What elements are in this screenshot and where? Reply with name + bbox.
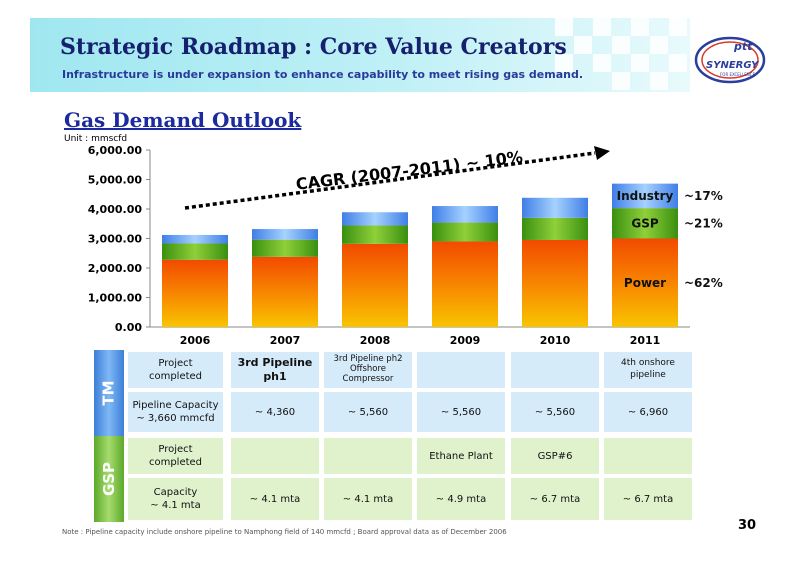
table-cell: Ethane Plant	[417, 438, 505, 474]
x-tick-label: 2007	[270, 334, 301, 347]
bar-power-2010	[522, 239, 588, 327]
bar-power-2006	[162, 259, 228, 327]
bar-gsp-2010	[522, 217, 588, 240]
table-cell: ~ 6,960	[604, 392, 692, 432]
group-tab-gsp: GSP	[94, 436, 124, 522]
svg-text:ptt: ptt	[733, 40, 753, 53]
bar-industry-2008	[342, 212, 408, 226]
bar-power-2007	[252, 256, 318, 327]
y-tick-label: 5,000.00	[88, 174, 143, 187]
table-cell	[324, 438, 412, 474]
x-tick-label: 2006	[180, 334, 211, 347]
table-cell: 4th onshore pipeline	[604, 352, 692, 388]
section-title: Gas Demand Outlook	[64, 108, 302, 132]
table-cell: ~ 5,560	[324, 392, 412, 432]
table-cell: ~ 4.1 mta	[231, 478, 319, 520]
bar-industry-2011	[612, 183, 678, 209]
table-cell: ~ 5,560	[511, 392, 599, 432]
bar-power-2011	[612, 238, 678, 327]
table-cell: ~ 4.9 mta	[417, 478, 505, 520]
page-number: 30	[738, 518, 757, 533]
y-tick-label: 4,000.00	[88, 203, 143, 216]
y-tick-label: 0.00	[115, 321, 142, 334]
x-tick-label: 2010	[540, 334, 571, 347]
table-cell	[604, 438, 692, 474]
bar-gsp-2006	[162, 243, 228, 260]
header-checker-pattern	[545, 18, 690, 92]
table-cell: ~ 4,360	[231, 392, 319, 432]
group-tab-tm: TM	[94, 350, 124, 436]
cagr-trend-arrow	[184, 151, 596, 210]
table-cell: ~ 6.7 mta	[604, 478, 692, 520]
table-cell: ~ 4.1 mta	[324, 478, 412, 520]
table-cell: 3rd Pipeline ph2 Offshore Compressor	[324, 352, 412, 388]
bar-gsp-2008	[342, 225, 408, 244]
row-label: Project completed	[128, 352, 223, 388]
bar-power-2008	[342, 243, 408, 327]
segment-label-gsp: GSP	[631, 216, 658, 230]
x-tick-label: 2008	[360, 334, 391, 347]
page-subtitle: Infrastructure is under expansion to enh…	[62, 68, 584, 81]
y-tick-label: 6,000.00	[88, 144, 143, 157]
row-label: Pipeline Capacity ~ 3,660 mmcfd	[128, 392, 223, 432]
table-cell	[417, 352, 505, 388]
row-label: Capacity ~ 4.1 mta	[128, 478, 223, 520]
y-tick-label: 1,000.00	[88, 292, 143, 305]
y-tick-label: 2,000.00	[88, 262, 143, 275]
table-cell: ~ 5,560	[417, 392, 505, 432]
group-tab-label: GSP	[100, 461, 119, 497]
unit-label: Unit : mmscfd	[64, 134, 128, 144]
group-tab-label: TM	[99, 380, 118, 406]
bar-gsp-2011	[612, 208, 678, 239]
bar-industry-2009	[432, 206, 498, 223]
ptt-synergy-logo: ptt SYNERGY FOR EXCELLENCE	[694, 36, 766, 84]
svg-text:FOR EXCELLENCE: FOR EXCELLENCE	[720, 72, 756, 77]
svg-text:SYNERGY: SYNERGY	[706, 60, 760, 71]
row-label: Project completed	[128, 438, 223, 474]
share-label-gsp: ~21%	[684, 216, 723, 230]
page-title: Strategic Roadmap : Core Value Creators	[60, 34, 567, 60]
cagr-label: CAGR (2007-2011) ~ 10%	[295, 147, 524, 194]
x-tick-label: 2009	[450, 334, 481, 347]
table-cell	[511, 352, 599, 388]
y-tick-label: 3,000.00	[88, 233, 143, 246]
share-label-power: ~62%	[684, 276, 723, 290]
table-cell: GSP#6	[511, 438, 599, 474]
table-cell: 3rd Pipeline ph1	[231, 352, 319, 388]
bar-gsp-2009	[432, 222, 498, 242]
segment-label-power: Power	[624, 276, 666, 290]
table-cell	[231, 438, 319, 474]
header-banner	[30, 18, 690, 92]
segment-label-industry: Industry	[617, 189, 674, 203]
bar-gsp-2007	[252, 239, 318, 257]
table-cell: ~ 6.7 mta	[511, 478, 599, 520]
bar-industry-2007	[252, 229, 318, 240]
footnote: Note : Pipeline capacity include onshore…	[62, 528, 507, 536]
cagr-arrowhead	[594, 146, 610, 160]
share-label-industry: ~17%	[684, 189, 723, 203]
x-tick-label: 2011	[630, 334, 661, 347]
bar-power-2009	[432, 241, 498, 327]
bar-industry-2010	[522, 197, 588, 218]
bar-industry-2006	[162, 234, 228, 244]
